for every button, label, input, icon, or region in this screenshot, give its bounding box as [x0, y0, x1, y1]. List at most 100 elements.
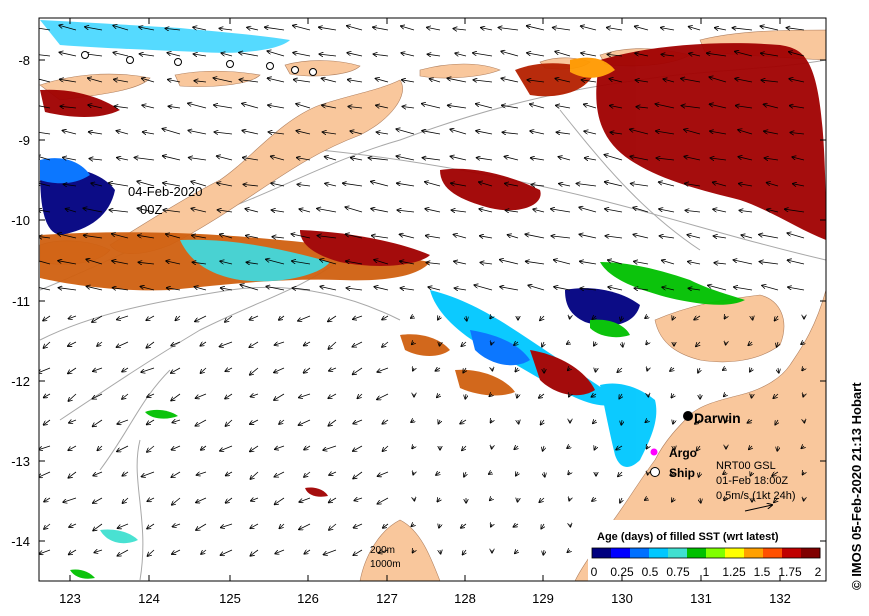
current-arrow [376, 105, 389, 108]
current-arrow [343, 183, 363, 187]
ship-markers [81, 51, 317, 76]
current-arrow [172, 497, 181, 505]
current-arrow [39, 549, 51, 554]
current-arrow [268, 78, 285, 83]
current-arrow [89, 132, 103, 134]
current-arrow [400, 261, 415, 265]
current-arrow [455, 53, 467, 56]
current-arrow [246, 236, 259, 239]
current-arrow [501, 78, 519, 83]
current-arrow [93, 419, 103, 426]
current-arrow [117, 445, 129, 452]
current-arrow [422, 131, 441, 135]
current-arrow [610, 106, 623, 109]
current-arrow [304, 471, 311, 477]
current-arrow [684, 157, 701, 161]
current-arrow [242, 104, 259, 109]
current-arrow [526, 261, 545, 265]
current-arrow [43, 315, 51, 321]
current-arrow [147, 498, 155, 501]
current-arrow [63, 184, 77, 186]
current-arrow [146, 341, 155, 348]
current-arrow [376, 79, 389, 83]
colorbar-tick-label: 0.75 [666, 565, 690, 579]
current-arrow [423, 158, 441, 160]
current-arrow [633, 208, 649, 213]
current-arrow [582, 80, 597, 82]
x-tick-label: 131 [690, 591, 712, 606]
current-arrow [489, 472, 492, 474]
current-arrow [476, 131, 493, 135]
current-arrow [250, 471, 259, 479]
current-arrow [171, 341, 181, 346]
current-arrow [527, 80, 545, 82]
current-arrow [528, 285, 545, 291]
current-arrow [473, 53, 493, 57]
current-arrow [636, 107, 649, 108]
current-arrow [772, 472, 779, 476]
current-arrow [319, 27, 337, 31]
current-arrow [217, 183, 233, 187]
current-arrow [531, 185, 545, 186]
current-arrow [279, 419, 285, 424]
current-arrow [539, 497, 545, 502]
current-arrow [63, 157, 77, 160]
current-arrow [617, 367, 623, 372]
current-arrow [194, 54, 207, 56]
current-arrow [58, 261, 77, 265]
current-arrow [268, 132, 285, 134]
current-arrow [122, 497, 129, 503]
current-arrow [688, 262, 701, 265]
current-arrow [296, 131, 311, 135]
current-arrow [294, 80, 311, 82]
current-arrow [195, 315, 207, 322]
colorbar-segment [592, 548, 612, 558]
current-arrow [725, 316, 727, 319]
current-arrow [122, 393, 129, 399]
current-arrow [58, 234, 77, 239]
current-arrow [39, 156, 51, 161]
current-arrow [192, 262, 207, 264]
current-arrow [413, 550, 415, 553]
colorbar-segment [687, 548, 707, 558]
current-arrow [266, 259, 285, 265]
current-arrow [373, 27, 389, 31]
current-arrow [274, 367, 285, 373]
current-arrow [767, 183, 779, 187]
current-arrow [437, 394, 440, 397]
current-arrow [220, 341, 233, 347]
current-arrow [663, 79, 675, 82]
current-arrow [325, 157, 337, 161]
current-arrow [68, 341, 77, 346]
current-arrow [163, 210, 181, 212]
current-arrow [480, 236, 493, 238]
current-arrow [122, 472, 129, 476]
current-arrow [83, 208, 103, 213]
current-arrow [397, 183, 415, 187]
current-arrow [750, 368, 752, 372]
north-island-1 [419, 63, 501, 79]
current-arrow [670, 472, 674, 475]
current-arrow [527, 53, 545, 57]
current-arrow [656, 131, 675, 135]
current-arrow [250, 419, 259, 424]
current-arrow [479, 209, 493, 213]
argo-label: Argo [669, 446, 697, 460]
current-arrow [92, 393, 103, 399]
colorbar-tick-label: 0 [591, 565, 598, 579]
current-arrow [225, 393, 233, 399]
current-arrow [556, 105, 571, 108]
current-arrow [616, 446, 623, 450]
current-arrow [455, 288, 467, 290]
current-arrow [109, 183, 129, 187]
current-arrow [513, 524, 519, 527]
current-arrow [175, 315, 181, 320]
y-tick-label: -9 [18, 133, 30, 148]
current-arrow [518, 498, 519, 502]
current-arrow [594, 342, 596, 346]
darwin-marker [683, 411, 693, 421]
current-arrow [225, 419, 233, 426]
current-arrow [379, 550, 389, 553]
current-arrow [491, 342, 492, 345]
current-arrow [173, 524, 181, 527]
